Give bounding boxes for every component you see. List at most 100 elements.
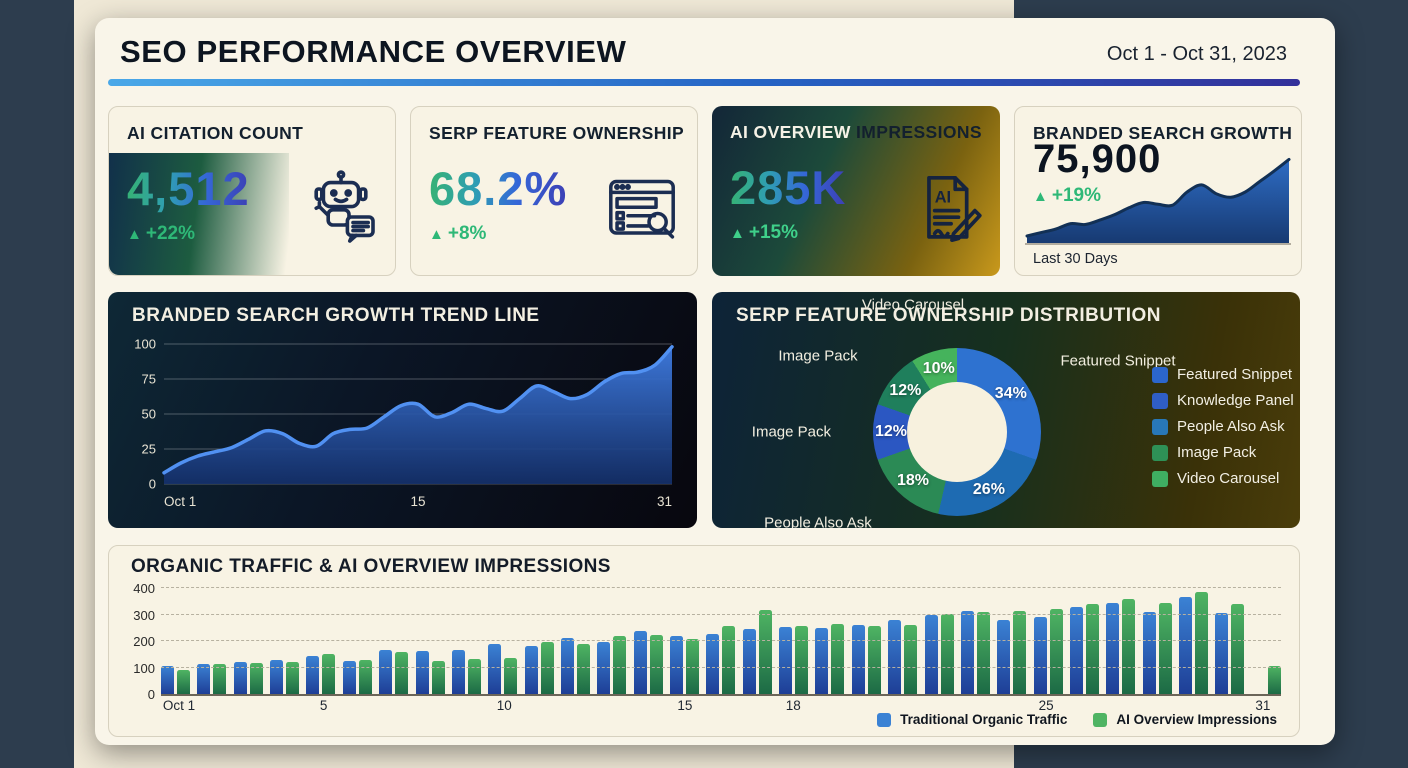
bar-group-day-19 <box>815 588 845 694</box>
branded-search-sparkline <box>1025 149 1291 249</box>
bar <box>1158 602 1172 694</box>
legend-item: Video Carousel <box>1152 470 1294 487</box>
bar-group-day-20 <box>851 588 881 694</box>
donut-percent-label: 12% <box>874 423 908 440</box>
x-axis-tick: 18 <box>785 698 801 713</box>
bar-group-day-6 <box>342 588 372 694</box>
x-axis-tick: 15 <box>677 698 693 713</box>
donut-percent-label: 12% <box>889 381 922 399</box>
kpi-gradient-backdrop <box>109 153 290 275</box>
bar-group-day-31 <box>1252 588 1281 694</box>
kpi-title: BRANDED SEARCH GROWTH <box>1033 123 1293 143</box>
bar <box>924 614 938 694</box>
svg-text:100: 100 <box>134 337 156 352</box>
bar-group-day-10 <box>488 588 518 694</box>
svg-text:25: 25 <box>142 442 156 457</box>
bar-group-day-23 <box>960 588 990 694</box>
bar <box>613 636 627 694</box>
bar <box>1069 606 1083 694</box>
bar-group-day-4 <box>270 588 300 694</box>
bar <box>431 661 445 694</box>
donut-chart <box>873 348 1041 516</box>
kpi-card-serp-feature-ownership: SERP FEATURE OWNERSHIP 68.2% ▲ +8% <box>410 106 698 276</box>
bar <box>286 662 300 694</box>
bar <box>633 631 647 694</box>
bar <box>213 664 227 694</box>
svg-text:75: 75 <box>142 372 156 387</box>
date-range: Oct 1 - Oct 31, 2023 <box>1106 43 1287 65</box>
bar-group-day-28 <box>1142 588 1172 694</box>
bar-group-day-30 <box>1215 588 1245 694</box>
up-arrow-icon: ▲ <box>429 226 444 243</box>
legend-item: Knowledge Panel <box>1152 392 1294 409</box>
donut-slice-label: Video Carousel <box>861 296 965 314</box>
bar <box>270 660 284 694</box>
serp-distribution-chart: SERP FEATURE OWNERSHIP DISTRIBUTION 34% F… <box>712 292 1300 528</box>
chart-title: SERP FEATURE OWNERSHIP DISTRIBUTION <box>736 305 1161 326</box>
bar <box>795 625 809 694</box>
kpi-card-ai-citation-count: AI CITATION COUNT 4,512 ▲ +22% <box>108 106 396 276</box>
y-axis-tick: 300 <box>133 607 155 623</box>
page-title: SEO PERFORMANCE OVERVIEW <box>120 34 627 69</box>
bar <box>540 642 554 694</box>
legend-item: AI Overview Impressions <box>1093 712 1277 727</box>
header-divider <box>108 79 1300 86</box>
donut-percent-label: 34% <box>994 384 1027 402</box>
chart-title: ORGANIC TRAFFIC & AI OVERVIEW IMPRESSION… <box>131 556 611 577</box>
bar <box>706 633 720 694</box>
bar-group-day-27 <box>1106 588 1136 694</box>
bar <box>976 611 990 694</box>
legend-swatch <box>1152 366 1168 383</box>
kpi-note: Last 30 Days <box>1033 251 1118 267</box>
x-axis-tick: 31 <box>1255 698 1271 713</box>
kpi-delta-value: +22% <box>145 223 195 244</box>
kpi-value: 4,512 <box>127 162 250 215</box>
kpi-card-ai-overview-impressions: AI OVERVIEW IMPRESSIONS 285K ▲ +15% AI <box>712 106 1000 276</box>
bar <box>1231 603 1245 694</box>
bar <box>940 613 954 694</box>
bar-group-day-18 <box>779 588 809 694</box>
bar-x-axis-labels: Oct 1 5 10 15 18 25 31 <box>161 698 1281 718</box>
bar <box>197 663 211 694</box>
kpi-delta-value: +15% <box>748 222 798 243</box>
donut-slice-label: People Also Ask <box>764 514 872 528</box>
bar-group-day-24 <box>997 588 1027 694</box>
up-arrow-icon: ▲ <box>127 226 142 243</box>
bar <box>488 643 502 694</box>
donut-hole <box>907 382 1007 482</box>
bar <box>1049 609 1063 694</box>
legend-swatch <box>877 712 892 727</box>
legend-label: AI Overview Impressions <box>1116 712 1277 727</box>
bar <box>758 609 772 694</box>
serp-page-magnifier-icon <box>603 169 683 249</box>
bar <box>1013 610 1027 694</box>
bar <box>649 634 663 694</box>
bar-plot-area <box>161 587 1281 696</box>
legend-item: Featured Snippet <box>1152 366 1294 383</box>
bar <box>597 641 611 694</box>
x-axis-tick: 10 <box>496 698 512 713</box>
bar <box>306 656 320 694</box>
donut-slice-label: Featured Snippet <box>1060 352 1176 370</box>
bar-group-day-26 <box>1069 588 1099 694</box>
kpi-title: AI OVERVIEW IMPRESSIONS <box>730 122 982 143</box>
bar <box>322 653 336 694</box>
bar-group-day-5 <box>306 588 336 694</box>
legend-swatch <box>1093 712 1108 727</box>
bar <box>576 643 590 694</box>
bar <box>1085 603 1099 694</box>
bar <box>997 620 1011 694</box>
bar-group-day-12 <box>560 588 590 694</box>
ai-document-pencil-icon: AI <box>906 168 986 248</box>
legend-item: Image Pack <box>1152 444 1294 461</box>
legend-item: People Also Ask <box>1152 418 1294 435</box>
legend-label: Knowledge Panel <box>1177 392 1294 409</box>
bar-legend: Traditional Organic Traffic AI Overview … <box>877 712 1277 727</box>
kpi-title-primary: AI OVERVIEW <box>730 122 851 142</box>
bar <box>451 650 465 694</box>
bar-group-day-17 <box>742 588 772 694</box>
kpi-value: 68.2% <box>429 162 568 215</box>
bar <box>1195 591 1209 694</box>
donut-percent-label: 10% <box>922 359 955 377</box>
bar-group-day-21 <box>888 588 918 694</box>
